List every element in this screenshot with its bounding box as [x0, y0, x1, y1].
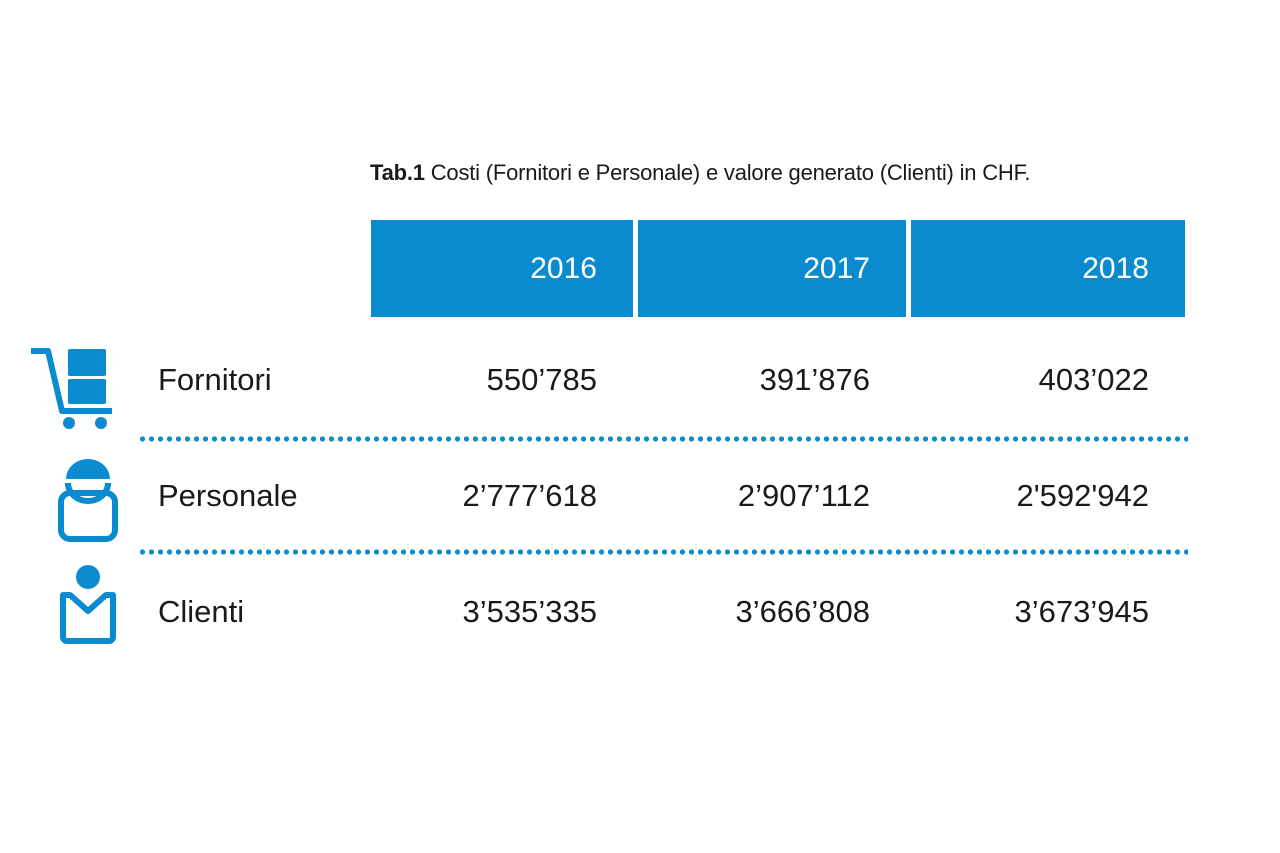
cell-clienti-2018: 3’673’945	[1014, 594, 1149, 629]
client-icon	[60, 565, 116, 644]
table-caption: Tab.1 Costi (Fornitori e Personale) e va…	[370, 160, 1031, 186]
row-label-clienti: Clienti	[158, 594, 245, 629]
table-caption-text: Costi (Fornitori e Personale) e valore g…	[424, 160, 1031, 185]
column-header-2016: 2016	[371, 220, 633, 317]
cell-personale-2016: 2’777’618	[462, 478, 597, 513]
table-row-clienti: Clienti 3’535’335 3’666’808 3’673’945	[0, 582, 1280, 642]
cell-personale-2017: 2’907’112	[737, 478, 870, 513]
cell-personale-2018: 2'592'942	[1016, 478, 1149, 513]
dotted-divider	[138, 549, 1188, 555]
cart-icon	[31, 348, 112, 429]
row-label-personale: Personale	[158, 478, 298, 513]
worker-icon	[58, 459, 118, 542]
column-header-2018: 2018	[911, 220, 1185, 317]
table-row-fornitori: Fornitori 550’785 391’876 403’022	[0, 350, 1280, 410]
dotted-divider	[138, 436, 1188, 442]
table-caption-id: Tab.1	[370, 160, 425, 185]
cell-fornitori-2017: 391’876	[759, 362, 870, 397]
cell-clienti-2017: 3’666’808	[735, 594, 870, 629]
cell-fornitori-2016: 550’785	[486, 362, 597, 397]
cell-fornitori-2018: 403’022	[1038, 362, 1149, 397]
column-header-2017: 2017	[638, 220, 906, 317]
table-row-personale: Personale 2’777’618 2’907’112 2'592'942	[0, 466, 1280, 526]
cell-clienti-2016: 3’535’335	[462, 594, 597, 629]
row-label-fornitori: Fornitori	[158, 362, 272, 397]
